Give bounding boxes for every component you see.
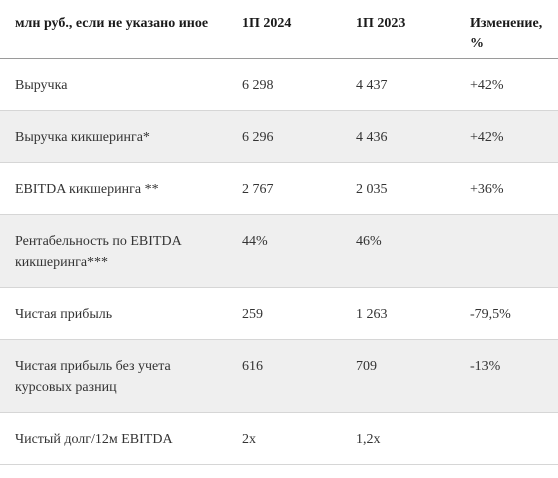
value-change: -79,5% [455, 287, 558, 340]
value-h1-2024: 259 [227, 287, 341, 340]
table-row: Чистая прибыль без учета курсовых разниц… [0, 339, 558, 413]
row-label: Чистая прибыль без учета курсовых разниц [0, 339, 227, 413]
financial-results-table: млн руб., если не указано иное 1П 2024 1… [0, 0, 558, 465]
table-row: Рентабельность по EBITDA кикшеринга*** 4… [0, 214, 558, 288]
header-metric: млн руб., если не указано иное [0, 0, 227, 59]
value-h1-2023: 2 035 [341, 162, 455, 215]
row-label: Рентабельность по EBITDA кикшеринга*** [0, 214, 227, 288]
value-change [455, 412, 558, 465]
value-h1-2023: 4 436 [341, 110, 455, 163]
value-h1-2024: 616 [227, 339, 341, 413]
table-row: Чистая прибыль 259 1 263 -79,5% [0, 287, 558, 340]
value-change: +42% [455, 58, 558, 111]
row-label: Выручка [0, 58, 227, 111]
value-h1-2024: 6 296 [227, 110, 341, 163]
value-change: -13% [455, 339, 558, 413]
value-h1-2024: 6 298 [227, 58, 341, 111]
value-h1-2024: 2 767 [227, 162, 341, 215]
value-change [455, 214, 558, 288]
table-row: Чистый долг/12м EBITDA 2x 1,2x [0, 412, 558, 465]
header-h1-2024: 1П 2024 [227, 0, 341, 59]
table-row: Выручка кикшеринга* 6 296 4 436 +42% [0, 110, 558, 163]
value-h1-2023: 4 437 [341, 58, 455, 111]
value-h1-2023: 709 [341, 339, 455, 413]
table-header-row: млн руб., если не указано иное 1П 2024 1… [0, 0, 558, 59]
table-row: Выручка 6 298 4 437 +42% [0, 58, 558, 111]
value-change: +42% [455, 110, 558, 163]
value-h1-2023: 1,2x [341, 412, 455, 465]
value-change: +36% [455, 162, 558, 215]
row-label: EBITDA кикшеринга ** [0, 162, 227, 215]
header-change: Изменение, % [455, 0, 558, 59]
row-label: Выручка кикшеринга* [0, 110, 227, 163]
value-h1-2023: 1 263 [341, 287, 455, 340]
value-h1-2024: 2x [227, 412, 341, 465]
row-label: Чистая прибыль [0, 287, 227, 340]
value-h1-2024: 44% [227, 214, 341, 288]
header-h1-2023: 1П 2023 [341, 0, 455, 59]
row-label: Чистый долг/12м EBITDA [0, 412, 227, 465]
value-h1-2023: 46% [341, 214, 455, 288]
table-row: EBITDA кикшеринга ** 2 767 2 035 +36% [0, 162, 558, 215]
